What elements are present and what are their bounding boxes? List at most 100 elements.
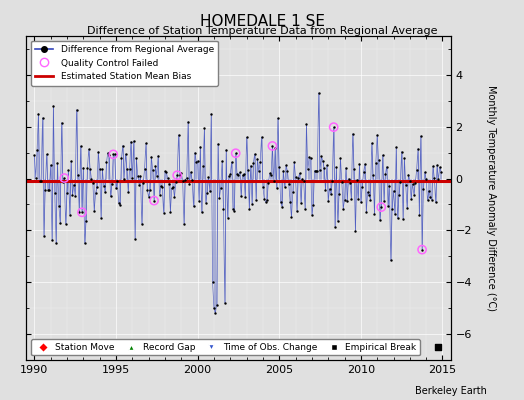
Point bbox=[221, 300, 229, 306]
Point bbox=[168, 185, 176, 192]
Point bbox=[151, 163, 160, 169]
Point bbox=[408, 181, 417, 187]
Point bbox=[279, 167, 288, 174]
Point bbox=[216, 184, 225, 191]
Point bbox=[78, 209, 86, 216]
Point bbox=[257, 134, 266, 140]
Point bbox=[122, 151, 130, 157]
Point bbox=[232, 150, 240, 156]
Point bbox=[199, 163, 207, 169]
Point bbox=[362, 209, 370, 215]
Point bbox=[195, 197, 203, 204]
Point bbox=[303, 166, 312, 173]
Point bbox=[198, 209, 206, 215]
Point bbox=[332, 164, 341, 170]
Point bbox=[49, 103, 58, 109]
Point bbox=[113, 178, 122, 184]
Point bbox=[31, 174, 40, 181]
Point bbox=[101, 189, 110, 196]
Point bbox=[184, 118, 192, 125]
Point bbox=[419, 186, 428, 192]
Point bbox=[204, 174, 213, 180]
Point bbox=[377, 204, 386, 210]
Point bbox=[82, 218, 90, 225]
Point bbox=[307, 155, 315, 161]
Point bbox=[337, 179, 346, 185]
Point bbox=[191, 150, 199, 156]
Point bbox=[344, 176, 353, 182]
Point bbox=[189, 203, 198, 210]
Point bbox=[309, 201, 318, 208]
Point bbox=[150, 198, 158, 204]
Point bbox=[290, 159, 298, 165]
Point bbox=[400, 155, 409, 161]
Point bbox=[263, 197, 271, 204]
Point bbox=[372, 160, 380, 166]
Point bbox=[179, 178, 187, 184]
Point bbox=[48, 237, 56, 244]
Point bbox=[116, 202, 124, 208]
Point bbox=[166, 208, 174, 215]
Point bbox=[91, 190, 100, 196]
Point bbox=[270, 178, 278, 184]
Point bbox=[334, 218, 342, 224]
Point bbox=[232, 150, 240, 156]
Point bbox=[237, 193, 245, 200]
Point bbox=[207, 110, 215, 117]
Point bbox=[174, 132, 183, 138]
Point bbox=[424, 188, 433, 194]
Point bbox=[365, 192, 373, 198]
Point bbox=[136, 172, 145, 179]
Point bbox=[429, 163, 437, 170]
Point bbox=[286, 198, 294, 205]
Point bbox=[169, 184, 177, 190]
Point bbox=[249, 159, 258, 166]
Point bbox=[34, 110, 42, 117]
Point bbox=[86, 166, 94, 172]
Point bbox=[260, 196, 268, 202]
Point bbox=[380, 198, 388, 204]
Point bbox=[53, 160, 62, 166]
Point bbox=[268, 143, 277, 149]
Point bbox=[428, 196, 436, 203]
Point bbox=[327, 191, 335, 198]
Point bbox=[248, 200, 256, 207]
Point bbox=[75, 208, 83, 215]
Point bbox=[234, 172, 243, 178]
Point bbox=[317, 153, 325, 160]
Point bbox=[67, 158, 75, 164]
Point bbox=[125, 166, 134, 172]
Text: Difference of Station Temperature Data from Regional Average: Difference of Station Temperature Data f… bbox=[87, 26, 437, 36]
Point bbox=[377, 204, 386, 210]
Point bbox=[141, 140, 150, 146]
Point bbox=[177, 170, 185, 176]
Point bbox=[243, 134, 251, 140]
Point bbox=[128, 175, 136, 182]
Point bbox=[90, 208, 99, 214]
Point bbox=[150, 198, 158, 204]
Point bbox=[143, 187, 151, 193]
Point bbox=[294, 175, 302, 181]
Point bbox=[411, 180, 420, 186]
Point bbox=[154, 152, 162, 159]
Point bbox=[51, 190, 59, 196]
Point bbox=[71, 192, 79, 199]
Point bbox=[323, 162, 331, 168]
Point bbox=[314, 90, 323, 96]
Point bbox=[70, 182, 78, 188]
Point bbox=[359, 169, 368, 176]
Point bbox=[173, 172, 181, 178]
Point bbox=[180, 220, 188, 227]
Point bbox=[325, 186, 334, 192]
Point bbox=[115, 200, 123, 206]
Point bbox=[47, 162, 55, 168]
Point bbox=[30, 152, 39, 158]
Point bbox=[378, 152, 387, 158]
Point bbox=[77, 143, 85, 149]
Point bbox=[100, 182, 108, 189]
Point bbox=[211, 310, 220, 316]
Point bbox=[394, 215, 402, 222]
Point bbox=[285, 180, 293, 187]
Point bbox=[388, 206, 396, 212]
Point bbox=[182, 174, 191, 181]
